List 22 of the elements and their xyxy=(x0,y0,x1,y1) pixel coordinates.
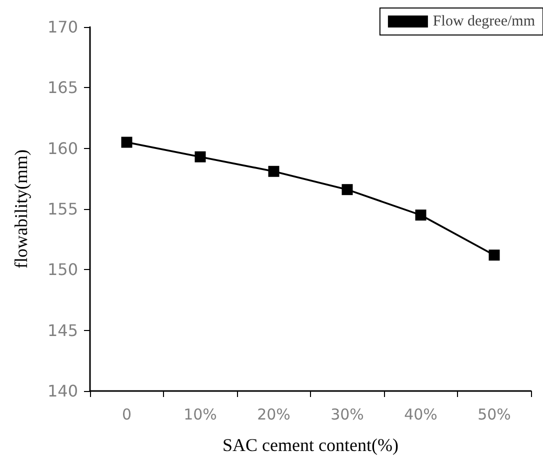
y-tick-label: 165 xyxy=(47,78,78,98)
x-tick-label: 10% xyxy=(184,406,217,424)
y-tick-label: 145 xyxy=(47,320,78,340)
point xyxy=(342,184,353,196)
x-tick-label: 40% xyxy=(404,406,438,424)
x-tick-label: 0 xyxy=(122,406,132,424)
point xyxy=(415,210,426,221)
y-tick-label: 170 xyxy=(47,18,78,36)
point xyxy=(488,250,500,261)
y-tick-label: 155 xyxy=(47,200,78,218)
x-tick-label: 30% xyxy=(330,406,364,424)
y-tick-label: 140 xyxy=(47,382,78,400)
y-tick-label: 150 xyxy=(47,260,78,280)
y-axis-title: flowability(mm) xyxy=(11,150,31,268)
x-axis-title: SAC cement content(%) xyxy=(222,435,398,455)
point xyxy=(121,136,132,148)
legend-label: Flow degree/mm xyxy=(432,14,536,30)
y-tick-label: 160 xyxy=(47,138,78,158)
point xyxy=(194,151,206,162)
point xyxy=(268,166,280,177)
x-tick-label: 20% xyxy=(257,406,290,424)
x-tick-label: 50% xyxy=(478,406,511,424)
